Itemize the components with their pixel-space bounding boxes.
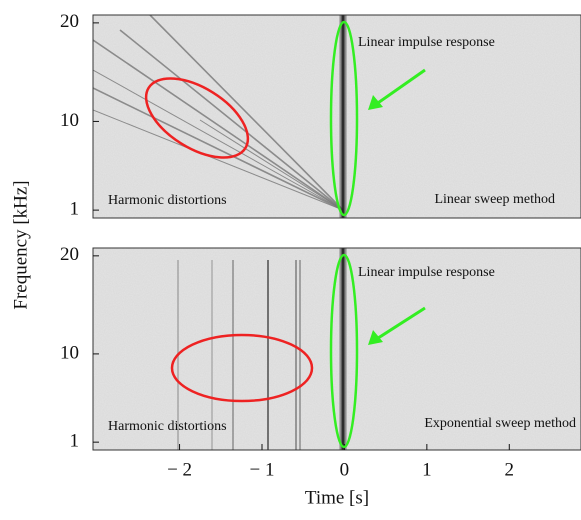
harmonic-streak	[93, 69, 344, 211]
harmonic-streak	[199, 119, 344, 211]
y-tick-label: 10	[60, 342, 79, 363]
annotation: Linear impulse response	[358, 35, 495, 50]
x-tick-label: 2	[505, 459, 515, 480]
y-tick-label: 1	[70, 431, 80, 452]
x-tick-label: 0	[340, 459, 350, 480]
harmonic-streak	[93, 39, 344, 211]
harmonic-streak	[93, 109, 344, 211]
y-tick-label: 20	[60, 244, 79, 265]
x-tick-label: 1	[422, 459, 432, 480]
impulse-highlight	[329, 20, 359, 217]
spectrogram	[93, 15, 581, 218]
y-axis-label: Frequency [kHz]	[10, 180, 31, 309]
y-tick-label: 20	[60, 11, 79, 32]
y-tick-label: 10	[60, 110, 79, 131]
harmonic-streak	[119, 29, 344, 211]
arrow-head	[368, 95, 383, 110]
harmonic-streak	[149, 15, 344, 211]
noise	[93, 15, 581, 218]
harmonic-streak	[93, 87, 344, 211]
frame	[92, 14, 581, 219]
annotation: Linear sweep method	[434, 192, 555, 207]
annotation: Harmonic distortions	[108, 419, 227, 434]
arrow-shaft	[374, 306, 426, 342]
noise	[93, 248, 581, 450]
distortion-highlight	[170, 333, 314, 403]
arrow-shaft	[374, 68, 426, 107]
impulse-highlight	[329, 253, 359, 449]
impulse	[339, 15, 347, 218]
spectrogram	[93, 248, 581, 450]
annotation: Harmonic distortions	[108, 193, 227, 208]
annotation: Exponential sweep method	[424, 416, 576, 431]
x-axis-label: Time [s]	[305, 487, 369, 508]
distortion-highlight	[144, 77, 250, 159]
impulse	[339, 248, 347, 450]
x-tick-label: − 2	[167, 459, 192, 480]
frame	[92, 247, 581, 451]
annotation: Linear impulse response	[358, 265, 495, 280]
y-tick-label: 1	[70, 198, 80, 219]
arrow-head	[368, 330, 383, 345]
x-tick-label: − 1	[250, 459, 275, 480]
